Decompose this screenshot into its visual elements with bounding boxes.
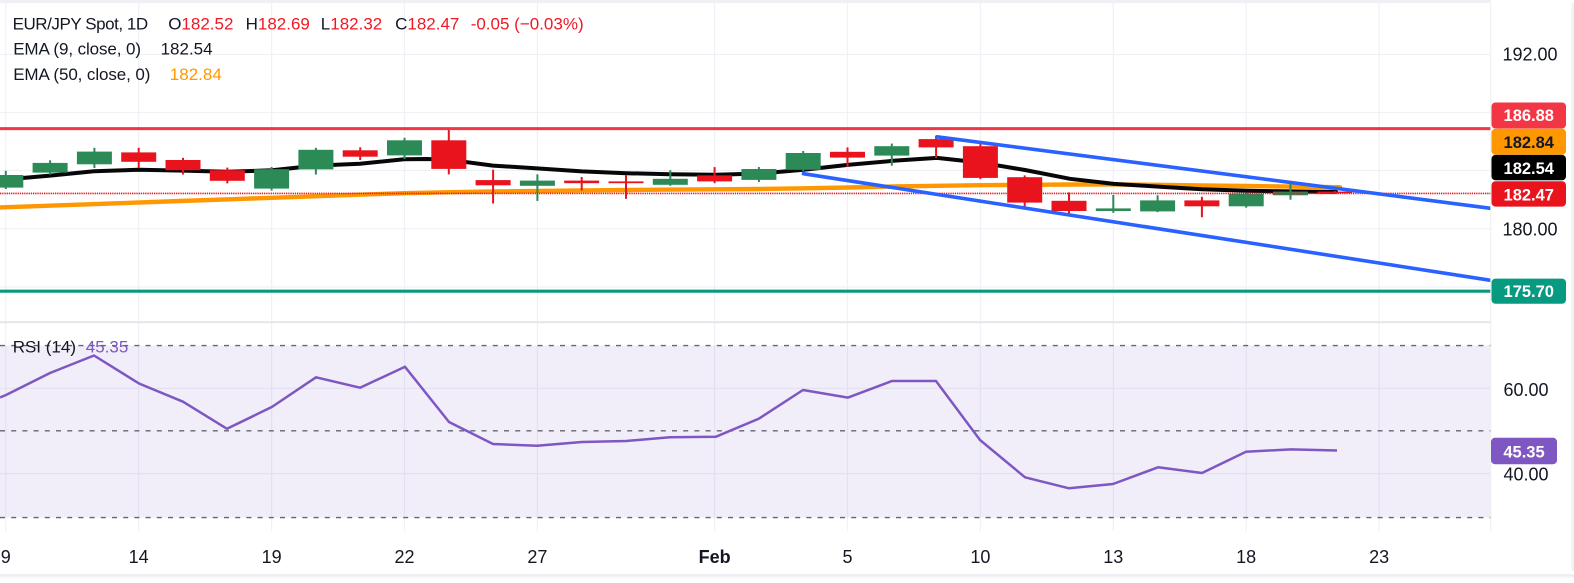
- svg-text:EUR/JPY Spot, 1D: EUR/JPY Spot, 1D: [13, 14, 148, 33]
- svg-text:175.70: 175.70: [1504, 283, 1554, 301]
- svg-text:186.88: 186.88: [1504, 107, 1554, 125]
- svg-text:EMA (50, close, 0): EMA (50, close, 0): [13, 65, 150, 84]
- svg-text:180.00: 180.00: [1502, 220, 1557, 240]
- svg-text:19: 19: [262, 547, 282, 567]
- svg-text:H182.69: H182.69: [246, 14, 310, 33]
- svg-text:60.00: 60.00: [1503, 380, 1548, 400]
- svg-text:18: 18: [1236, 547, 1256, 567]
- svg-text:5: 5: [842, 547, 852, 567]
- svg-text:192.00: 192.00: [1502, 44, 1557, 64]
- svg-text:Feb: Feb: [699, 547, 731, 567]
- svg-text:182.54: 182.54: [161, 40, 213, 59]
- svg-text:14: 14: [129, 547, 149, 567]
- svg-text:C182.47: C182.47: [395, 14, 459, 33]
- svg-text:10: 10: [970, 547, 990, 567]
- svg-text:27: 27: [527, 547, 547, 567]
- svg-text:182.84: 182.84: [1504, 134, 1555, 152]
- svg-text:45.35: 45.35: [1503, 443, 1544, 461]
- svg-text:O182.52: O182.52: [168, 14, 233, 33]
- svg-text:45.35: 45.35: [86, 338, 129, 357]
- svg-text:-0.05 (−0.03%): -0.05 (−0.03%): [471, 14, 584, 33]
- svg-text:13: 13: [1103, 547, 1123, 567]
- svg-text:182.54: 182.54: [1504, 160, 1555, 178]
- svg-text:40.00: 40.00: [1503, 464, 1548, 484]
- svg-text:182.84: 182.84: [170, 65, 222, 84]
- svg-text:EMA (9, close, 0): EMA (9, close, 0): [13, 40, 141, 59]
- svg-text:RSI (14): RSI (14): [13, 338, 76, 357]
- svg-text:L182.32: L182.32: [321, 14, 382, 33]
- svg-text:22: 22: [394, 547, 414, 567]
- svg-text:9: 9: [1, 547, 11, 567]
- svg-text:182.47: 182.47: [1504, 186, 1554, 204]
- svg-text:23: 23: [1369, 547, 1389, 567]
